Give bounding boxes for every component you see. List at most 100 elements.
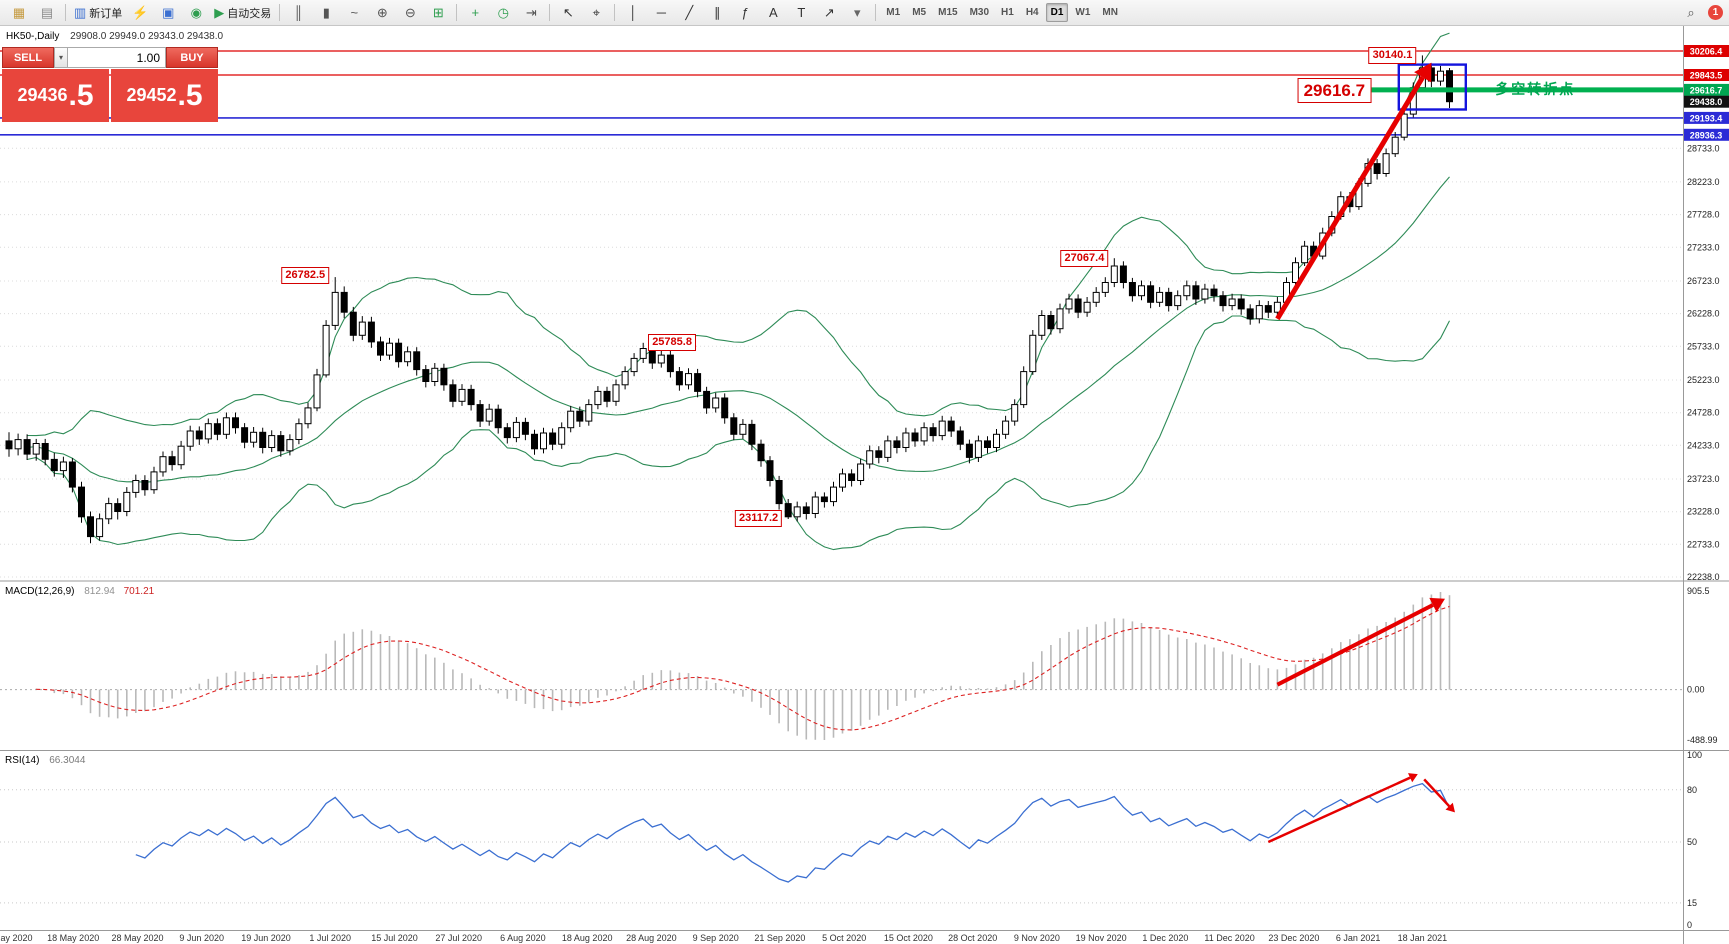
candle-body [1128,282,1136,297]
channel-icon[interactable]: ∥ [704,3,730,23]
rsi-axis-label: 15 [1687,898,1697,908]
candle-body [177,445,185,466]
candle-body [648,348,656,364]
market-watch-icon: ◉ [190,4,202,20]
candle-body [132,480,140,493]
auto-trading-button[interactable]: ▶ 自动交易 [211,3,274,23]
timeframe-m15[interactable]: M15 [938,7,958,18]
candle-body [965,443,973,458]
highlight-box[interactable] [1397,63,1468,111]
new-chart-icon[interactable]: ▦ [6,3,32,23]
tile-windows-icon[interactable]: ⊞ [425,3,451,23]
date-axis-label: 5 Oct 2020 [822,933,866,943]
price-axis-label: 24728.0 [1687,408,1720,418]
candle-body [87,516,94,538]
candle-body [1083,301,1091,313]
bar-chart-type-icon[interactable]: ║ [285,3,311,23]
candle-body [1047,315,1055,330]
line-chart-type-icon[interactable]: ~ [341,3,367,23]
candle-body [1228,298,1236,307]
price-axis-label: 22733.0 [1687,539,1720,549]
time-axis[interactable]: 4 May 2020 18 May 2020 28 May 2020 9 Jun 20… [0,933,1447,943]
candle-body [41,443,49,460]
notifications-badge[interactable]: 1 [1708,5,1723,20]
date-axis-label: 6 Jan 2021 [1336,933,1381,943]
crosshair-icon[interactable]: ⌖ [583,3,609,23]
bollinger-upper-band [27,32,1450,437]
indicators-icon[interactable]: + [462,3,488,23]
timeframe-m5[interactable]: M5 [912,7,927,18]
price-axis[interactable]: 28733.0 28223.0 27728.0 27233.0 26723.0 26228… [1687,143,1720,582]
bollinger-middle-band [27,176,1450,483]
volume-dropdown-icon[interactable]: ▾ [54,47,68,68]
candle-body [540,432,547,450]
price-axis-label: 25223.0 [1687,375,1720,385]
timeframe-h1[interactable]: H1 [1001,7,1014,18]
toolbar-separator [65,4,66,21]
candle-body [1446,70,1453,103]
cursor-icon[interactable]: ↖ [555,3,581,23]
tile-windows-icon: ⊞ [432,4,444,20]
timeframe-w1[interactable]: W1 [1075,7,1091,18]
candle-body [793,506,801,518]
svg-text:28936.3: 28936.3 [1690,130,1723,140]
search-icon[interactable]: ⌕ [1678,3,1704,23]
horizontal-line-icon[interactable]: ─ [648,3,674,23]
text-tool-icon[interactable]: A [760,3,786,23]
arrows-tool-icon[interactable]: ↗ [816,3,842,23]
bar-chart-type-icon: ║ [293,5,303,20]
candle-body [1002,420,1010,435]
candle-body [603,390,611,402]
toolbar: ▦ ▤ ▥ 新订单 ⚡ ▣ ◉ ▶ 自动交易 ║ ▮ ~ ⊕ ⊖ ⊞ + ◷ ⇥ ↖ ⌖ │ ─ ╱ ∥ ƒ A T ↗ ▾ M1 M5 M1… [0,0,1729,26]
candle-body [1110,265,1118,283]
fibonacci-icon[interactable]: ƒ [732,3,758,23]
candle-body [639,348,647,359]
candle-body [1246,308,1254,320]
timeframe-m1[interactable]: M1 [886,7,901,18]
templates-icon[interactable]: ⇥ [518,3,544,23]
candle-body [395,342,403,363]
bollinger-lower-band [26,315,1450,551]
zoom-in-icon[interactable]: ⊕ [369,3,395,23]
ohlc-values: 29908.0 29949.0 29343.0 29438.0 [70,31,224,42]
volume-input[interactable]: 1.00 [68,47,166,68]
candle-body [1138,285,1145,297]
expert-advisors-icon[interactable]: ⚡ [127,3,153,23]
label-tool-icon[interactable]: T [788,3,814,23]
candle-body [974,440,982,458]
buy-price-box[interactable]: 29452 .5 [111,69,218,122]
vertical-line-icon[interactable]: │ [620,3,646,23]
sell-button[interactable]: SELL [2,47,54,68]
candle-body [612,384,620,402]
line-chart-type-icon: ~ [350,5,359,20]
candle-body [1101,282,1109,293]
zoom-in-icon: ⊕ [376,4,388,20]
rsi-indicator-label: RSI(14) 66.3044 [5,755,85,766]
candlestick-chart-type-icon[interactable]: ▮ [313,3,339,23]
data-window-icon[interactable]: ▣ [155,3,181,23]
chart-profiles-icon[interactable]: ▤ [34,3,60,23]
candle-body [621,371,629,386]
timeframe-d1[interactable]: D1 [1045,3,1069,22]
timeframe-mn[interactable]: MN [1102,7,1118,18]
candle-body [268,435,276,449]
arrows-dropdown-icon: ▾ [854,4,861,20]
sell-price-box[interactable]: 29436 .5 [2,69,109,122]
candle-body [893,440,901,448]
buy-button[interactable]: BUY [166,47,218,68]
candle-body [1147,285,1155,303]
candle-body [159,456,167,473]
timeframe-h4[interactable]: H4 [1025,7,1039,18]
market-watch-icon[interactable]: ◉ [183,3,209,23]
svg-text:29616.7: 29616.7 [1690,85,1723,95]
trendline-icon[interactable]: ╱ [676,3,702,23]
periods-icon[interactable]: ◷ [490,3,516,23]
new-order-button[interactable]: ▥ 新订单 [71,3,125,23]
timeframe-m30[interactable]: M30 [969,7,990,18]
candle-body [349,311,357,336]
sell-price: 29436 [17,85,68,105]
arrows-tool-icon: ↗ [823,4,835,20]
arrows-dropdown-icon[interactable]: ▾ [844,3,870,23]
zoom-out-icon[interactable]: ⊖ [397,3,423,23]
